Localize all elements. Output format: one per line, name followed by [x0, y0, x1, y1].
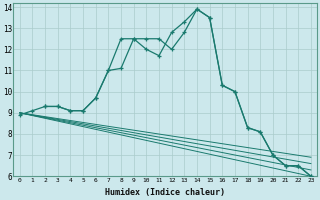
X-axis label: Humidex (Indice chaleur): Humidex (Indice chaleur) — [105, 188, 225, 197]
